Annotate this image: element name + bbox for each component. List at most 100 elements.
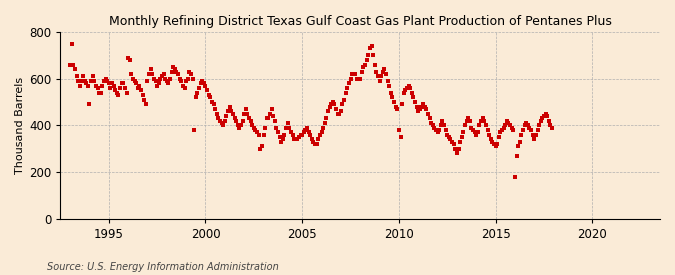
- Point: [263, 116, 274, 120]
- Point: [163, 81, 174, 86]
- Point: [292, 137, 303, 142]
- Point: [379, 67, 389, 72]
- Point: [390, 104, 401, 109]
- Point: [65, 62, 76, 67]
- Point: [476, 119, 487, 123]
- Point: [90, 83, 101, 88]
- Point: [424, 116, 435, 120]
- Point: [532, 128, 543, 132]
- Point: [374, 79, 385, 83]
- Point: [384, 83, 395, 88]
- Point: [360, 62, 371, 67]
- Point: [298, 130, 309, 134]
- Point: [123, 56, 134, 60]
- Point: [542, 114, 553, 118]
- Point: [348, 72, 359, 76]
- Point: [144, 72, 155, 76]
- Point: [450, 147, 461, 151]
- Point: [250, 128, 261, 132]
- Point: [363, 53, 374, 57]
- Point: [463, 116, 474, 120]
- Point: [437, 119, 448, 123]
- Point: [256, 144, 267, 148]
- Point: [526, 128, 537, 132]
- Point: [493, 135, 504, 139]
- Point: [216, 121, 227, 125]
- Point: [516, 133, 526, 137]
- Point: [178, 83, 188, 88]
- Point: [198, 81, 209, 86]
- Point: [95, 90, 106, 95]
- Point: [92, 86, 103, 90]
- Text: Source: U.S. Energy Information Administration: Source: U.S. Energy Information Administ…: [47, 262, 279, 272]
- Point: [81, 81, 92, 86]
- Point: [171, 69, 182, 74]
- Point: [197, 79, 208, 83]
- Point: [350, 72, 360, 76]
- Point: [182, 76, 193, 81]
- Point: [466, 125, 477, 130]
- Point: [311, 142, 322, 146]
- Point: [485, 137, 496, 142]
- Point: [269, 119, 280, 123]
- Point: [94, 90, 105, 95]
- Point: [239, 111, 250, 116]
- Point: [116, 81, 127, 86]
- Point: [218, 123, 229, 128]
- Point: [531, 133, 541, 137]
- Point: [353, 76, 364, 81]
- Point: [203, 93, 214, 97]
- Point: [445, 137, 456, 142]
- Point: [265, 111, 275, 116]
- Point: [397, 102, 408, 106]
- Point: [244, 116, 254, 120]
- Point: [68, 62, 79, 67]
- Point: [355, 76, 366, 81]
- Point: [545, 123, 556, 128]
- Point: [347, 72, 358, 76]
- Point: [435, 123, 446, 128]
- Point: [413, 109, 424, 114]
- Point: [166, 69, 177, 74]
- Point: [505, 123, 516, 128]
- Point: [78, 74, 88, 78]
- Point: [74, 83, 85, 88]
- Point: [139, 97, 150, 102]
- Point: [107, 81, 117, 86]
- Point: [287, 133, 298, 137]
- Point: [160, 76, 171, 81]
- Point: [518, 128, 529, 132]
- Point: [373, 74, 383, 78]
- Point: [169, 67, 180, 72]
- Point: [500, 123, 511, 128]
- Point: [529, 137, 540, 142]
- Point: [403, 83, 414, 88]
- Y-axis label: Thousand Barrels: Thousand Barrels: [15, 77, 25, 174]
- Point: [121, 90, 132, 95]
- Point: [226, 109, 237, 114]
- Point: [427, 123, 438, 128]
- Point: [211, 111, 222, 116]
- Point: [223, 109, 234, 114]
- Point: [186, 72, 196, 76]
- Point: [152, 83, 163, 88]
- Point: [313, 137, 324, 142]
- Point: [398, 90, 409, 95]
- Point: [295, 133, 306, 137]
- Point: [281, 125, 292, 130]
- Point: [513, 144, 524, 148]
- Point: [414, 107, 425, 111]
- Point: [184, 69, 195, 74]
- Point: [192, 90, 203, 95]
- Point: [484, 133, 495, 137]
- Point: [124, 58, 135, 62]
- Point: [540, 111, 551, 116]
- Point: [224, 104, 235, 109]
- Point: [221, 114, 232, 118]
- Point: [364, 46, 375, 51]
- Point: [318, 125, 329, 130]
- Point: [76, 79, 87, 83]
- Point: [227, 111, 238, 116]
- Point: [219, 119, 230, 123]
- Point: [105, 86, 116, 90]
